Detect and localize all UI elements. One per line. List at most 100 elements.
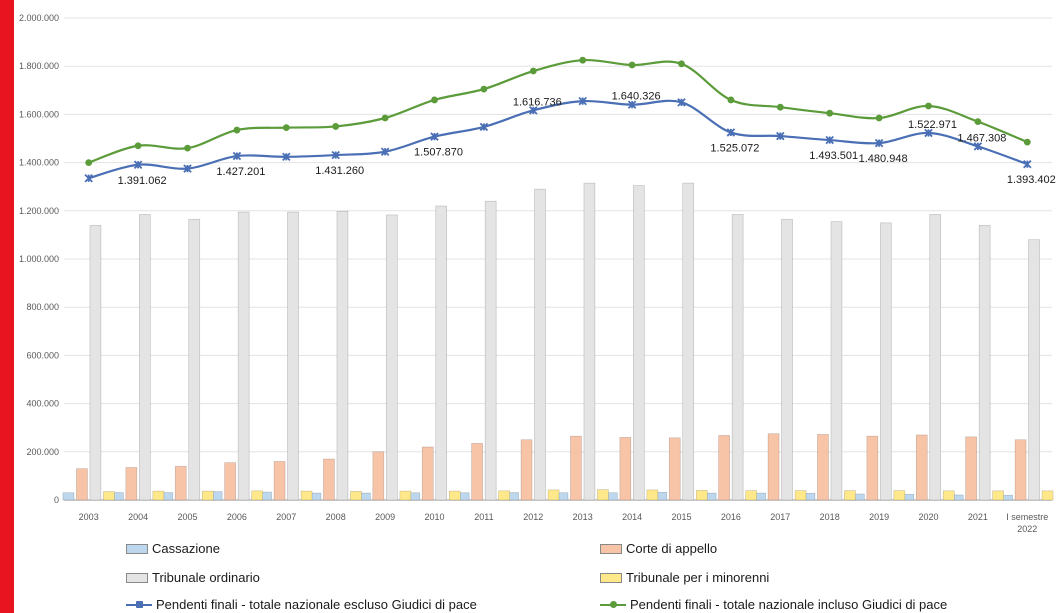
x-tick-label: 2011 [474,512,493,522]
marker-line_escluso [973,142,983,151]
bar-minorenni [942,490,955,501]
y-tick-label: 2.000.000 [19,13,59,23]
bar-tribunale [633,185,645,501]
bar-minorenni [844,490,856,501]
bar-tribunale [929,214,942,501]
red-side-bar [0,0,14,613]
x-tick-label: 2018 [820,512,840,522]
y-tick-label: 1.600.000 [19,109,59,119]
y-tick-label: 400.000 [26,399,59,409]
bar-tribunale [731,214,744,501]
marker-line_escluso [776,131,785,141]
bar-tribunale [880,222,892,501]
y-tick-label: 0 [54,495,59,505]
bar-corte [372,451,385,501]
marker-line_incluso [381,114,389,122]
x-tick-label: 2012 [523,512,543,522]
marker-line_escluso [825,135,834,145]
bar-tribunale [237,211,250,501]
data-label: 1.467.308 [957,132,1006,144]
marker-line_escluso [726,128,736,137]
marker-line_escluso [282,152,291,162]
bar-minorenni [251,490,263,501]
marker-line_incluso [233,126,241,134]
bar-minorenni [992,490,1004,501]
bar-tribunale [1028,239,1040,501]
data-label: 1.640.326 [612,91,661,103]
bar-tribunale [830,221,843,501]
data-label: 1.616.736 [513,96,562,108]
marker-line_incluso [480,85,488,93]
bar-minorenni [646,489,659,501]
lines [84,56,1032,183]
x-tick-label: 2021 [968,512,988,522]
x-tick-label: 2006 [227,512,247,522]
bar-tribunale [484,200,497,501]
data-label: 1.431.260 [315,165,364,177]
data-label: 1.391.062 [118,175,167,187]
marker-line_incluso [974,118,982,126]
x-axis-ticks: 2003 2004 2005 2006 2007 2008 2009 2010 2011 2012… [79,512,1049,534]
bar-minorenni [597,489,609,501]
x-tick-label: 2003 [79,512,99,522]
bars [62,182,1054,501]
x-tick-label: 2005 [177,512,197,522]
data-label: 1.427.201 [216,166,265,178]
bar-tribunale [386,214,398,501]
bar-minorenni [350,491,362,501]
bar-minorenni [498,490,510,501]
bar-tribunale [139,214,151,501]
bar-minorenni [399,490,412,501]
bar-corte [520,439,533,501]
line-line_escluso [88,99,1028,180]
marker-line_incluso [925,102,932,110]
bar-corte [471,443,483,501]
y-tick-label: 1.800.000 [19,61,59,71]
data-label: 1.393.402 [1007,174,1056,186]
bar-corte [718,435,730,501]
marker-line_escluso [133,160,143,169]
bar-tribunale [781,218,793,501]
bar-minorenni [1041,490,1054,501]
bar-corte [817,434,829,501]
marker-line_escluso [578,96,587,106]
marker-line_escluso [331,150,340,160]
bar-cassazione [62,492,75,501]
data-label: 1.493.501 [809,150,858,162]
data-label: 1.507.870 [414,147,463,159]
bar-corte [619,437,632,501]
marker-line_escluso [232,151,242,161]
marker-line_incluso [628,61,636,69]
data-label: 1.522.971 [908,119,957,131]
bar-tribunale [336,210,349,501]
marker-line_incluso [776,103,784,111]
bar-minorenni [300,490,313,501]
x-tick-label: 2015 [671,512,691,522]
marker-line_escluso [183,164,192,173]
marker-line_escluso [479,122,489,132]
bar-corte [273,461,286,501]
bar-tribunale [534,188,546,501]
marker-line_incluso [332,123,340,130]
line-line_incluso [88,58,1028,164]
bar-minorenni [794,490,807,501]
marker-line_escluso [874,138,884,148]
marker-line_incluso [134,142,142,150]
bar-minorenni [152,490,165,501]
bar-tribunale [188,218,201,501]
marker-line_escluso [84,174,93,183]
marker-line_escluso [1023,159,1032,169]
bar-tribunale [287,211,299,501]
x-tick-label: 2019 [869,512,889,522]
bar-tribunale [89,224,102,501]
marker-line_incluso [678,60,685,68]
x-tick-label: 2010 [424,512,444,522]
x-tick-label: 2016 [721,512,741,522]
marker-line_escluso [627,100,637,109]
bar-corte [1014,439,1027,501]
marker-line_escluso [430,132,439,141]
y-tick-label: 1.400.000 [19,158,59,168]
marker-line_incluso [282,124,290,132]
x-tick-label: 2017 [770,512,790,522]
